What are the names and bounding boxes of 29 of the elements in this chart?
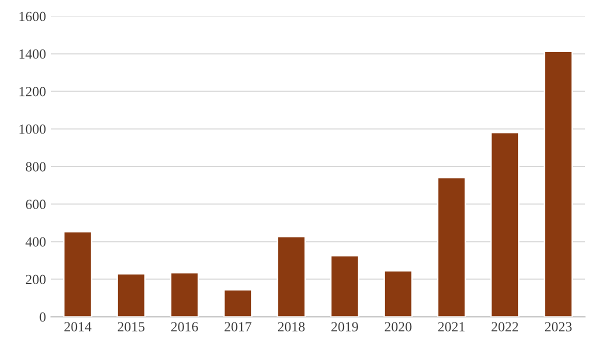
y-tick-label: 1600 [20,12,46,22]
bar [384,270,413,317]
x-tick-label: 2015 [118,322,144,332]
x-tick-label: 2016 [171,322,198,332]
x-tick-label: 2019 [331,322,358,332]
bar [330,255,360,317]
x-tick-label: 2021 [438,322,465,332]
bar [490,132,520,317]
x-tick-label: 2020 [384,322,412,332]
bar [116,273,146,317]
y-tick-label: 200 [26,274,46,284]
bar [436,176,466,317]
bar [544,50,573,317]
y-tick-label: 0 [40,312,46,322]
x-tick-label: 2017 [224,322,252,332]
x-tick-label: 2014 [64,322,92,332]
bar [63,231,92,317]
bar [170,272,200,317]
y-tick-label: 400 [26,237,46,247]
bar [223,289,252,317]
y-tick-label: 600 [26,200,46,210]
y-tick-label: 800 [26,162,46,172]
y-tick-label: 1200 [20,86,46,96]
bar [276,236,306,317]
y-tick-label: 1400 [20,49,46,59]
x-tick-label: 2022 [492,322,518,332]
y-tick-label: 1000 [20,124,46,134]
x-tick-label: 2018 [278,322,305,332]
x-tick-label: 2023 [545,322,572,332]
